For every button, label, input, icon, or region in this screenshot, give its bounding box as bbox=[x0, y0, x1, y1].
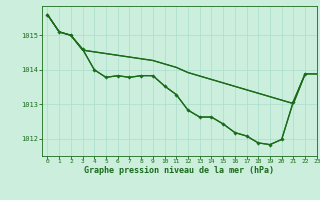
X-axis label: Graphe pression niveau de la mer (hPa): Graphe pression niveau de la mer (hPa) bbox=[84, 166, 274, 175]
